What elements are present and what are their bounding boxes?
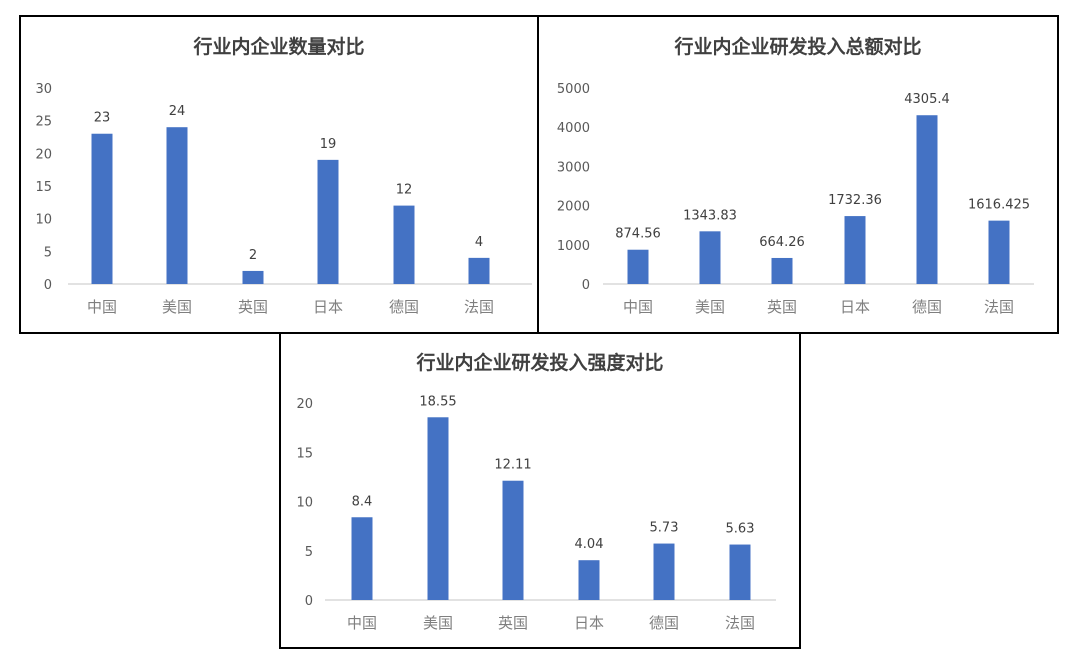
chart-panel-2: 行业内企业研发投入总额对比 0 1000 2000 3000 4000 5000 874.56… xyxy=(537,15,1059,334)
y-tick-label: 3000 xyxy=(557,160,590,175)
y-tick-label: 1000 xyxy=(557,239,590,254)
data-label: 18.55 xyxy=(419,394,456,409)
bar-美国 xyxy=(427,417,449,600)
bar-德国 xyxy=(916,115,938,284)
data-label: 19 xyxy=(320,137,337,152)
data-label: 2 xyxy=(249,248,257,263)
x-category-label: 美国 xyxy=(695,298,725,316)
bar-德国 xyxy=(393,205,415,284)
x-category-label: 法国 xyxy=(984,298,1014,316)
chart-panel-3: 行业内企业研发投入强度对比 0 5 10 15 20 8.4 中国 18.55 美国 12.11 英国… xyxy=(279,332,801,649)
data-label: 1343.83 xyxy=(683,208,737,223)
data-label: 4305.4 xyxy=(904,92,950,107)
bar-日本 xyxy=(578,560,600,600)
y-tick-label: 30 xyxy=(35,82,52,97)
y-tick-label: 15 xyxy=(296,446,313,461)
y-tick-label: 2000 xyxy=(557,200,590,215)
data-label: 8.4 xyxy=(352,494,373,509)
data-label: 1732.36 xyxy=(828,193,882,208)
panel-border xyxy=(537,15,1059,334)
x-category-label: 美国 xyxy=(423,614,453,632)
x-category-label: 英国 xyxy=(498,614,528,632)
x-category-label: 中国 xyxy=(623,298,653,316)
data-label: 874.56 xyxy=(615,227,661,242)
bar-英国 xyxy=(242,270,264,284)
x-category-label: 日本 xyxy=(840,298,870,316)
y-tick-label: 5 xyxy=(305,545,313,560)
bar-英国 xyxy=(771,257,793,284)
bar-日本 xyxy=(317,159,339,284)
bar-美国 xyxy=(699,231,721,284)
x-category-label: 法国 xyxy=(725,614,755,632)
y-tick-label: 20 xyxy=(296,397,313,412)
x-category-label: 德国 xyxy=(389,298,419,316)
chart-title: 行业内企业研发投入总额对比 xyxy=(673,35,921,58)
y-tick-label: 15 xyxy=(35,180,52,195)
data-label: 4 xyxy=(475,235,483,250)
x-category-label: 美国 xyxy=(162,298,192,316)
data-label: 5.73 xyxy=(650,521,679,536)
bar-中国 xyxy=(351,517,373,600)
x-category-label: 中国 xyxy=(87,298,117,316)
data-label: 1616.425 xyxy=(968,198,1030,213)
y-tick-label: 4000 xyxy=(557,121,590,136)
x-category-label: 日本 xyxy=(313,298,343,316)
y-tick-label: 10 xyxy=(296,496,313,511)
x-category-label: 德国 xyxy=(912,298,942,316)
data-label: 23 xyxy=(94,111,111,126)
y-tick-label: 20 xyxy=(35,147,52,162)
x-category-label: 英国 xyxy=(767,298,797,316)
bar-英国 xyxy=(502,480,524,600)
data-label: 5.63 xyxy=(726,522,755,537)
y-tick-label: 0 xyxy=(44,278,52,293)
bar-法国 xyxy=(988,220,1010,284)
data-label: 24 xyxy=(169,104,186,119)
bar-美国 xyxy=(166,127,188,284)
bar-德国 xyxy=(653,543,675,600)
y-tick-label: 0 xyxy=(305,594,313,609)
y-tick-label: 10 xyxy=(35,213,52,228)
chart-panel-1: 行业内企业数量对比 0 5 10 15 20 25 30 23 中国 24 美国 2 英国 19 日本 12 德国… xyxy=(19,15,539,334)
chart-title: 行业内企业数量对比 xyxy=(192,35,364,58)
x-category-label: 英国 xyxy=(238,298,268,316)
y-tick-label: 0 xyxy=(582,278,590,293)
x-category-label: 法国 xyxy=(464,298,494,316)
data-label: 4.04 xyxy=(575,537,604,552)
data-label: 12.11 xyxy=(494,458,531,473)
y-tick-label: 25 xyxy=(35,115,52,130)
bar-法国 xyxy=(729,544,751,600)
bar-日本 xyxy=(844,216,866,284)
x-category-label: 日本 xyxy=(574,614,604,632)
x-category-label: 中国 xyxy=(347,614,377,632)
bar-中国 xyxy=(627,249,649,284)
data-label: 664.26 xyxy=(759,235,805,250)
x-category-label: 德国 xyxy=(649,614,679,632)
y-tick-label: 5000 xyxy=(557,82,590,97)
y-tick-label: 5 xyxy=(44,245,52,260)
chart-title: 行业内企业研发投入强度对比 xyxy=(415,351,663,374)
data-label: 12 xyxy=(396,183,413,198)
bar-法国 xyxy=(468,257,490,284)
bar-中国 xyxy=(91,133,113,284)
